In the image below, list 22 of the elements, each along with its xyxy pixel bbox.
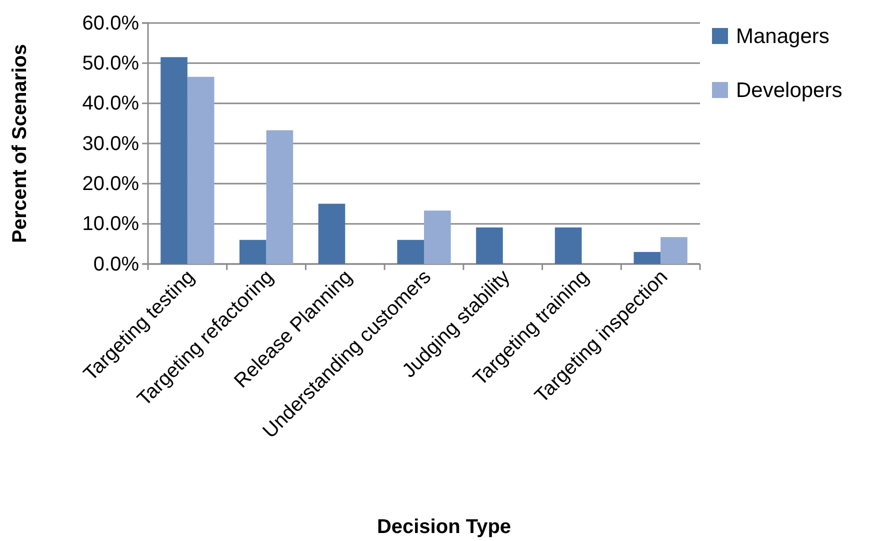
y-tick-label: 50.0% (82, 52, 140, 75)
bar (160, 57, 188, 264)
y-tick-label: 0.0% (93, 253, 140, 276)
bar (554, 227, 582, 264)
x-axis-title: Decision Type (376, 516, 512, 538)
legend-label: Developers (736, 79, 842, 102)
y-tick-label: 60.0% (82, 12, 140, 34)
bar (266, 130, 294, 264)
y-tick-label: 10.0% (82, 213, 140, 236)
bar (318, 204, 346, 264)
bar (397, 240, 424, 264)
y-axis-title: Percent of Scenarios (9, 44, 31, 243)
bar (424, 210, 451, 264)
bar (239, 240, 266, 264)
bar (476, 227, 503, 264)
y-tick-label: 30.0% (82, 132, 140, 155)
bar (660, 237, 688, 264)
y-tick-label: 40.0% (82, 92, 140, 115)
bar (634, 252, 661, 264)
bar (187, 76, 214, 264)
legend-label: Managers (736, 25, 830, 48)
y-tick-label: 20.0% (82, 173, 140, 196)
